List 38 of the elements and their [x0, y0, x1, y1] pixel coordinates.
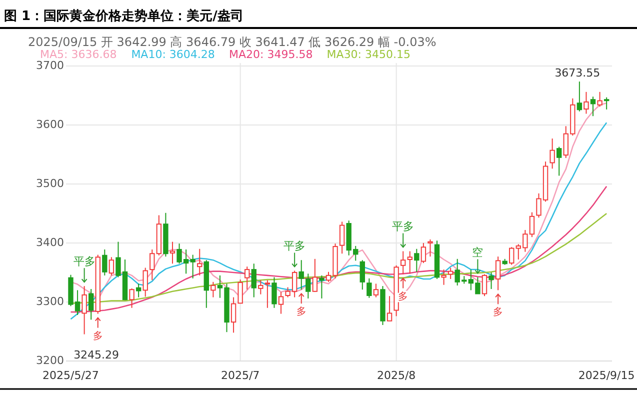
chart-title: 图 1：国际黄金价格走势单位：美元/盎司: [4, 8, 244, 24]
text: MA10: 3604.28: [131, 48, 215, 61]
chart-subtitle: 2025/09/15 开 3642.99 高 3646.79 收 3641.47 低 3626.29 幅 -0.03%: [28, 35, 436, 49]
annotation: 3245.29: [74, 348, 120, 362]
x-tick-label: 2025/9/15: [578, 369, 635, 382]
x-tick-label: 2025/8: [376, 369, 416, 382]
annotation: 空: [472, 246, 484, 260]
candlestick: [258, 280, 264, 295]
text: MA20: 3495.58: [229, 48, 313, 61]
y-tick-label: 3200: [36, 354, 64, 368]
candlestick: [339, 221, 345, 254]
annotation: 多: [296, 306, 306, 318]
candlestick: [82, 286, 87, 335]
y-tick-label: 3600: [36, 118, 64, 131]
x-tick-label: 2025/5/27: [42, 369, 99, 382]
annotation: 平多: [73, 255, 96, 268]
text: MA5: 3636.68: [40, 48, 117, 61]
candlestick: [230, 296, 236, 334]
candlestick: [441, 269, 446, 286]
candlestick: [400, 250, 406, 275]
candlestick: [197, 248, 202, 276]
y-tick-label: 3700: [36, 58, 64, 72]
x-tick-label: 2025/7: [220, 369, 260, 382]
annotation: 平多: [284, 240, 306, 253]
annotation: 3673.55: [554, 66, 600, 80]
candlestick: [407, 250, 412, 274]
annotation: 多: [493, 306, 504, 318]
text: MA30: 3450.15: [326, 48, 411, 61]
candlestick: [550, 138, 555, 170]
candlestick: [251, 263, 256, 298]
candlestick: [170, 241, 176, 264]
annotation: 平多: [392, 220, 414, 234]
y-tick-label: 3400: [36, 236, 64, 249]
annotation: 多: [92, 330, 103, 342]
candlestick: [136, 283, 142, 298]
y-tick-label: 3300: [36, 294, 64, 308]
y-tick-label: 3500: [36, 176, 64, 190]
line-series: [70, 122, 608, 320]
